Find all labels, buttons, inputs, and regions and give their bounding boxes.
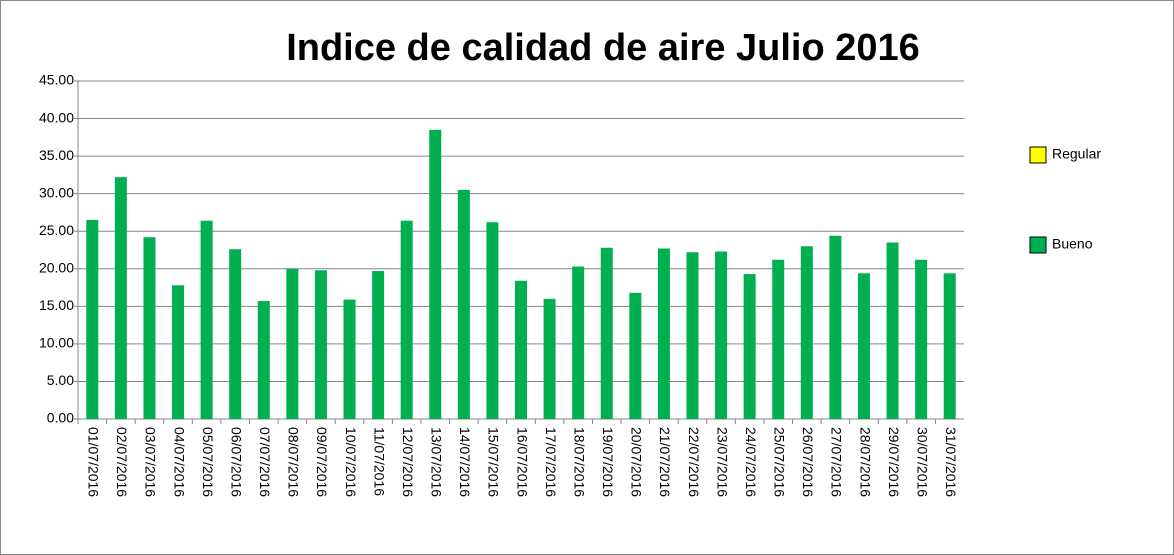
x-tick-label: 12/07/2016 <box>400 427 416 497</box>
x-tick-label: 18/07/2016 <box>571 427 587 497</box>
x-tick-label: 19/07/2016 <box>600 427 616 497</box>
y-tick-label: 25.00 <box>39 222 74 238</box>
x-tick-label: 25/07/2016 <box>772 427 788 497</box>
bar <box>743 274 756 419</box>
y-tick-label: 15.00 <box>39 297 74 313</box>
bar <box>314 270 327 419</box>
y-tick-label: 30.00 <box>39 184 74 200</box>
y-tick-label: 5.00 <box>47 372 74 388</box>
chart-title: Indice de calidad de aire Julio 2016 <box>286 27 920 69</box>
x-tick-label: 13/07/2016 <box>429 427 445 497</box>
bar <box>114 177 127 419</box>
x-tick-label: 14/07/2016 <box>457 427 473 497</box>
y-tick-label: 40.00 <box>39 109 74 125</box>
bar <box>686 252 699 419</box>
y-tick-label: 45.00 <box>39 72 74 88</box>
bar <box>172 285 185 419</box>
x-tick-label: 04/07/2016 <box>171 427 187 497</box>
bar <box>800 246 813 419</box>
bar <box>143 237 156 419</box>
legend-label: Regular <box>1052 146 1101 162</box>
bar <box>829 235 842 419</box>
bar <box>886 242 899 419</box>
y-tick-label: 10.00 <box>39 335 74 351</box>
bar <box>429 129 442 420</box>
bar <box>257 301 270 419</box>
x-tick-label: 05/07/2016 <box>200 427 216 497</box>
x-tick-label: 08/07/2016 <box>286 427 302 497</box>
bar <box>372 271 385 419</box>
x-tick-label: 10/07/2016 <box>343 427 359 497</box>
x-tick-label: 22/07/2016 <box>686 427 702 497</box>
bar <box>343 299 356 419</box>
legend-label: Bueno <box>1052 236 1093 252</box>
x-tick-label: 30/07/2016 <box>914 427 930 497</box>
x-tick-label: 20/07/2016 <box>629 427 645 497</box>
bar <box>857 273 870 419</box>
x-tick-label: 02/07/2016 <box>114 427 130 497</box>
x-tick-label: 03/07/2016 <box>143 427 159 497</box>
y-tick-label: 20.00 <box>39 259 74 275</box>
x-tick-label: 26/07/2016 <box>800 427 816 497</box>
bar <box>943 273 956 419</box>
legend-swatch <box>1029 146 1047 164</box>
bar <box>572 266 585 419</box>
x-tick-label: 27/07/2016 <box>829 427 845 497</box>
x-tick-label: 21/07/2016 <box>657 427 673 497</box>
x-tick-label: 29/07/2016 <box>886 427 902 497</box>
bar <box>543 298 556 419</box>
bar <box>514 280 528 419</box>
x-tick-label: 16/07/2016 <box>514 427 530 497</box>
x-tick-label: 28/07/2016 <box>857 427 873 497</box>
x-tick-label: 31/07/2016 <box>943 427 959 497</box>
bar <box>229 249 242 419</box>
bar <box>286 268 299 419</box>
x-tick-label: 17/07/2016 <box>543 427 559 497</box>
bar <box>657 248 670 419</box>
x-tick-label: 24/07/2016 <box>743 427 759 497</box>
y-tick-label: 35.00 <box>39 147 74 163</box>
bar <box>400 220 413 419</box>
x-tick-label: 11/07/2016 <box>371 427 387 496</box>
x-tick-label: 23/07/2016 <box>714 427 730 497</box>
bar <box>915 259 928 419</box>
bar <box>715 251 728 419</box>
x-tick-label: 09/07/2016 <box>314 427 330 497</box>
x-tick-label: 07/07/2016 <box>257 427 273 497</box>
bar <box>457 189 470 419</box>
x-tick-label: 15/07/2016 <box>486 427 502 497</box>
bar <box>629 292 642 419</box>
bar <box>600 247 613 419</box>
bar <box>772 259 785 419</box>
x-tick-label: 01/07/2016 <box>86 427 102 497</box>
bar <box>200 220 213 419</box>
x-tick-label: 06/07/2016 <box>228 427 244 497</box>
legend-swatch <box>1029 236 1047 254</box>
bar <box>486 222 499 419</box>
y-tick-label: 0.00 <box>47 410 74 426</box>
bar <box>86 219 99 419</box>
